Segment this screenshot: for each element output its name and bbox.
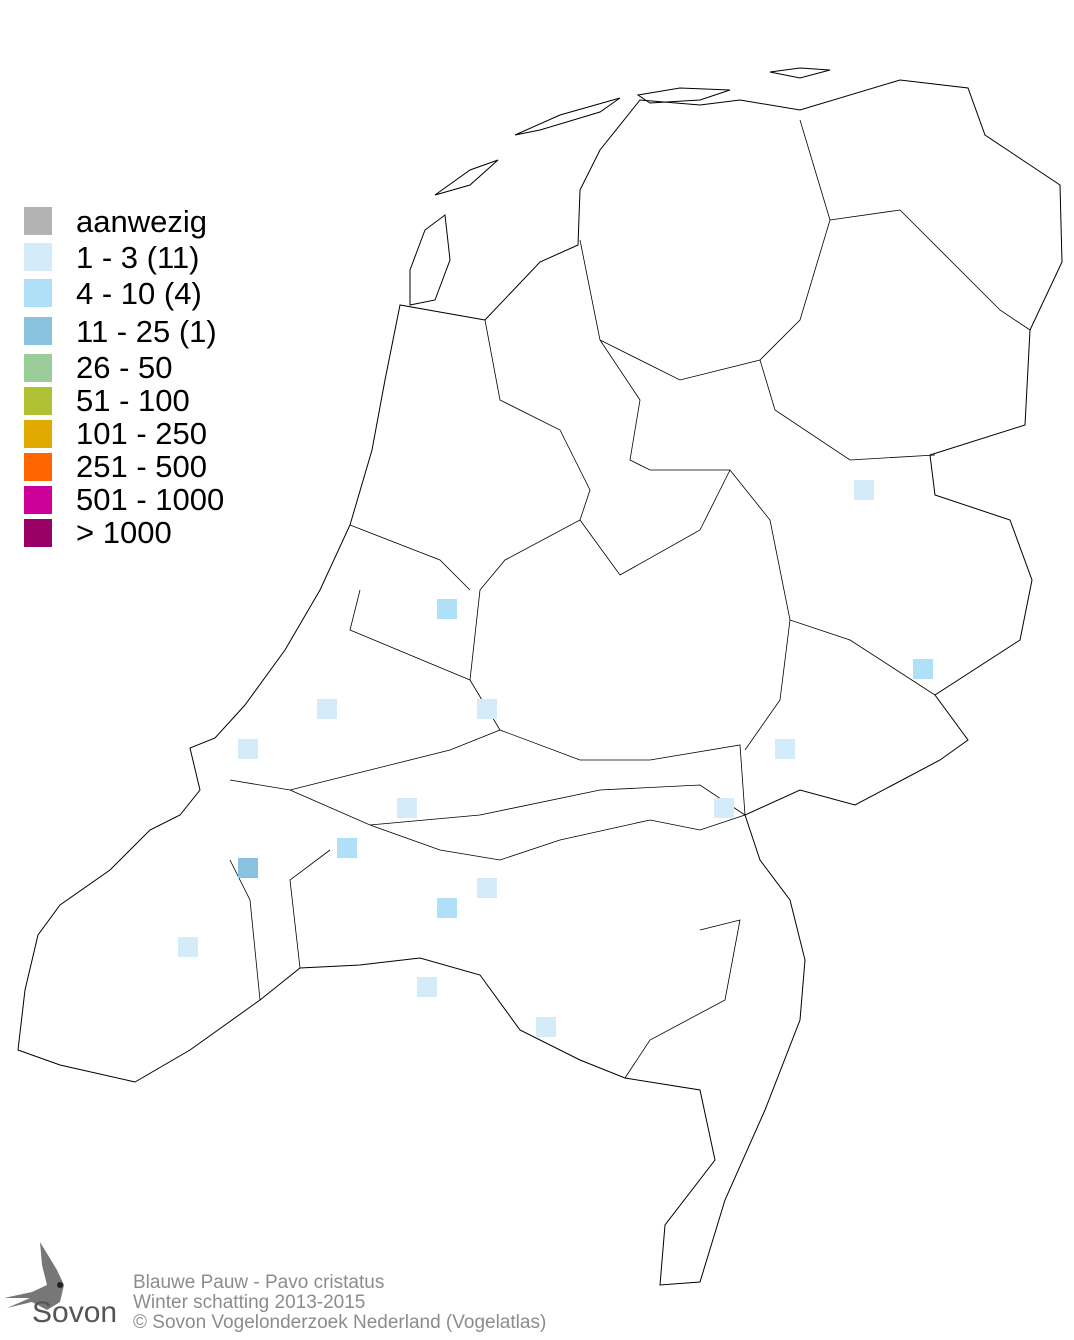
distribution-cell: [714, 798, 734, 818]
distribution-cell: [477, 878, 497, 898]
island-texel: [409, 214, 451, 306]
distribution-cell: [913, 659, 933, 679]
distribution-cells: [178, 480, 933, 1037]
legend-swatch: [24, 317, 52, 345]
distribution-cell: [238, 858, 258, 878]
legend-label: 101 - 250: [76, 416, 207, 451]
survey-period: Winter schatting 2013-2015: [133, 1292, 366, 1313]
legend-label: 251 - 500: [76, 449, 207, 484]
legend-label: 501 - 1000: [76, 482, 225, 517]
legend-swatch: [24, 243, 52, 271]
legend-label: 11 - 25 (1): [76, 313, 217, 349]
distribution-cell: [854, 480, 874, 500]
sovon-swallow-logo: [4, 1242, 64, 1310]
legend-swatch: [24, 452, 52, 481]
legend-item: 4 - 10 (4): [24, 275, 224, 311]
distribution-cell: [417, 977, 437, 997]
distribution-cell: [437, 599, 457, 619]
distribution-cell: [536, 1017, 556, 1037]
island-schiermonnikoog: [769, 67, 831, 79]
legend-label: 4 - 10 (4): [76, 275, 202, 311]
legend-label: 51 - 100: [76, 383, 190, 418]
legend-item: 51 - 100: [24, 384, 224, 417]
distribution-cell: [397, 798, 417, 818]
distribution-cell: [317, 699, 337, 719]
province-borders: [229, 119, 1031, 1079]
legend-swatch: [24, 518, 52, 547]
legend-swatch: [24, 207, 52, 235]
species-name: Blauwe Pauw - Pavo cristatus: [133, 1272, 385, 1293]
distribution-cell: [238, 739, 258, 759]
legend-swatch: [24, 353, 52, 382]
distribution-cell: [178, 937, 198, 957]
legend-item: 101 - 250: [24, 417, 224, 450]
legend-swatch: [24, 419, 52, 448]
legend-label: 1 - 3 (11): [76, 239, 200, 275]
legend-swatch: [24, 485, 52, 514]
legend-label: > 1000: [76, 515, 172, 550]
legend-item: 501 - 1000: [24, 483, 224, 516]
distribution-cell: [437, 898, 457, 918]
distribution-cell: [477, 699, 497, 719]
legend-swatch: [24, 386, 52, 415]
legend: aanwezig 1 - 3 (11) 4 - 10 (4) 11 - 25 (…: [24, 203, 224, 549]
legend-item: 26 - 50: [24, 351, 224, 384]
country-outline: [17, 79, 1063, 1286]
legend-item: 11 - 25 (1): [24, 311, 224, 351]
map-credits: Blauwe Pauw - Pavo cristatus Winter scha…: [133, 1273, 546, 1333]
legend-label: aanwezig: [76, 203, 207, 239]
island-vlieland: [434, 159, 499, 196]
legend-item: > 1000: [24, 516, 224, 549]
island-ameland: [636, 87, 731, 104]
island-terschelling: [514, 97, 621, 136]
logo-text: Sovon: [32, 1296, 118, 1329]
legend-swatch: [24, 279, 52, 307]
distribution-cell: [775, 739, 795, 759]
legend-item: 251 - 500: [24, 450, 224, 483]
legend-item: 1 - 3 (11): [24, 239, 224, 275]
copyright: © Sovon Vogelonderzoek Nederland (Vogela…: [133, 1312, 547, 1333]
legend-label: 26 - 50: [76, 350, 173, 385]
legend-item: aanwezig: [24, 203, 224, 239]
distribution-cell: [337, 838, 357, 858]
